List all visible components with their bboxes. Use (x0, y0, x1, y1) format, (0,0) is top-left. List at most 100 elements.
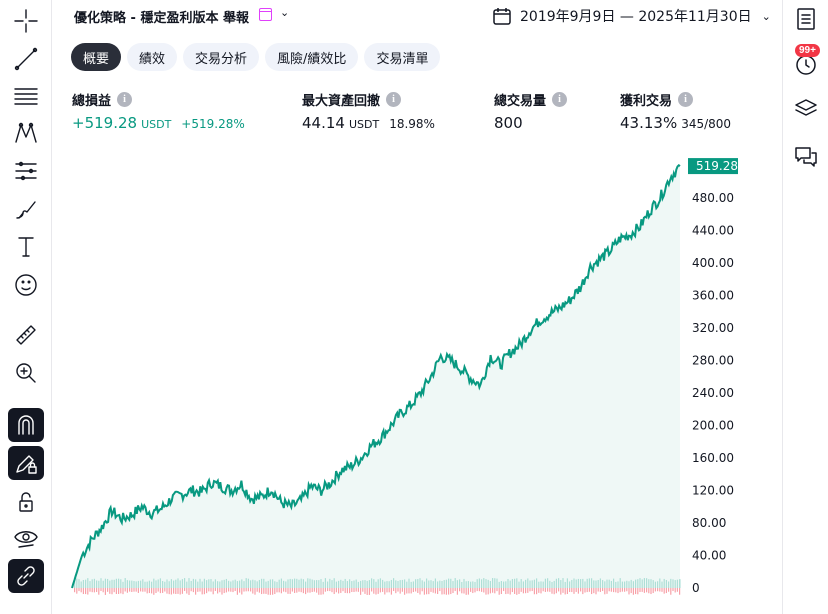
volume-bar-down (659, 588, 661, 592)
volume-bar-down (577, 588, 579, 594)
volume-bar-down (379, 588, 381, 593)
last-value-marker (688, 158, 738, 175)
volume-bar-down (593, 588, 595, 594)
volume-bar-down (448, 588, 450, 595)
volume-bar-down (452, 588, 454, 594)
volume-bar-down (153, 588, 155, 595)
lock-drawings-tool[interactable] (8, 446, 44, 480)
crosshair-tool[interactable] (8, 4, 44, 38)
volume-bar-down (595, 588, 597, 595)
volume-bar-down (148, 588, 150, 594)
volume-bar-down (241, 588, 243, 595)
tab-risk-ratio[interactable]: 風險/績效比 (265, 43, 359, 71)
prediction-tool[interactable] (8, 154, 44, 188)
eye-icon (14, 531, 38, 548)
watchlist-button[interactable] (791, 4, 821, 34)
chat-icon (795, 147, 817, 167)
volume-bar-down (520, 588, 522, 592)
report-tabs: 概要 績效 交易分析 風險/績效比 交易清單 (71, 43, 441, 71)
tab-performance[interactable]: 績效 (127, 43, 178, 71)
volume-bar-down (366, 588, 368, 595)
volume-bar-down (652, 588, 654, 594)
volume-bar-down (386, 588, 388, 593)
volume-bar-down (346, 588, 348, 594)
date-range-text: 2019年9月9日 — 2025年11月30日 (520, 9, 752, 25)
magnet-tool[interactable] (8, 408, 44, 442)
volume-bar-down (456, 588, 458, 595)
metric-profitable-trades: 獲利交易 i 43.13% 345/800 (620, 89, 731, 132)
volume-bar-down (540, 588, 542, 594)
equity-chart[interactable]: 480.00 440.00 400.00 360.00 320.00 280.00 240.… (68, 150, 748, 614)
tab-trade-analysis[interactable]: 交易分析 (183, 43, 260, 71)
magnet-icon (18, 415, 34, 435)
brush-tool[interactable] (8, 192, 44, 226)
volume-bar-down (610, 588, 612, 592)
pattern-tool[interactable] (8, 116, 44, 150)
volume-bar-down (525, 588, 527, 594)
emoji-tool[interactable] (8, 268, 44, 302)
info-icon[interactable]: i (552, 91, 568, 107)
volume-bar-down (505, 588, 507, 595)
volume-bar-down (272, 588, 274, 595)
volume-bar-down (276, 588, 278, 593)
volume-bar-down (531, 588, 533, 592)
lock-tool[interactable] (8, 485, 44, 519)
volume-bar-down (426, 588, 428, 595)
trend-line-tool[interactable] (8, 42, 44, 76)
volume-bar-down (166, 588, 168, 594)
text-tool[interactable] (8, 230, 44, 264)
volume-bar-down (291, 588, 293, 592)
volume-bar-down (278, 588, 280, 593)
volume-bar-down (243, 588, 245, 592)
brush-icon (16, 201, 36, 219)
volume-bar-down (322, 588, 324, 595)
metric-label: 總損益 (72, 93, 112, 109)
volume-bar-down (465, 588, 467, 595)
volume-bar-down (373, 588, 375, 594)
info-icon[interactable]: i (386, 91, 402, 107)
volume-bar-down (632, 588, 634, 595)
volume-bar-down (230, 588, 232, 592)
fib-tool[interactable] (8, 79, 44, 113)
volume-bar-down (357, 588, 359, 592)
y-tick-label: 480.00 (692, 191, 734, 205)
ruler-tool[interactable] (8, 318, 44, 352)
volume-bar-down (135, 588, 137, 592)
volume-bar-down (239, 588, 241, 593)
volume-bar-down (628, 588, 630, 595)
strategy-title[interactable]: 優化策略 - 穩定盈利版本 舉報 (74, 11, 249, 26)
metric-label: 總交易量 (494, 93, 547, 109)
watchlist-icon (797, 8, 815, 30)
layers-button[interactable] (791, 94, 821, 124)
tab-overview[interactable]: 概要 (71, 43, 122, 71)
volume-bar-down (643, 588, 645, 593)
link-tool[interactable] (8, 559, 44, 593)
volume-bar-down (267, 588, 269, 595)
volume-bar-down (124, 588, 126, 592)
tab-trade-list[interactable]: 交易清單 (364, 43, 441, 71)
y-tick-label: 0 (692, 581, 700, 595)
hide-tool[interactable] (8, 521, 44, 555)
volume-bar-down (313, 588, 315, 592)
volume-bar-down (137, 588, 139, 593)
date-range-selector[interactable]: 2019年9月9日 — 2025年11月30日 ⌄ (492, 4, 771, 28)
volume-bar-down (263, 588, 265, 594)
volume-bar-down (382, 588, 384, 592)
volume-bar-down (212, 588, 214, 595)
volume-bar-down (256, 588, 258, 592)
info-icon[interactable]: i (117, 91, 133, 107)
zoom-tool[interactable] (8, 356, 44, 390)
volume-bar-down (190, 588, 192, 592)
volume-bar-down (672, 588, 674, 592)
crosshair-icon (14, 9, 38, 33)
volume-bar-down (432, 588, 434, 593)
volume-bar-down (91, 588, 93, 593)
info-icon[interactable]: i (678, 91, 694, 107)
volume-bar-down (454, 588, 456, 592)
chat-button[interactable] (791, 142, 821, 172)
volume-bar-down (599, 588, 601, 592)
volume-bar-down (412, 588, 414, 593)
chevron-down-icon[interactable]: ⌄ (280, 6, 290, 19)
volume-bar-down (159, 588, 161, 594)
volume-bar-down (327, 588, 329, 592)
